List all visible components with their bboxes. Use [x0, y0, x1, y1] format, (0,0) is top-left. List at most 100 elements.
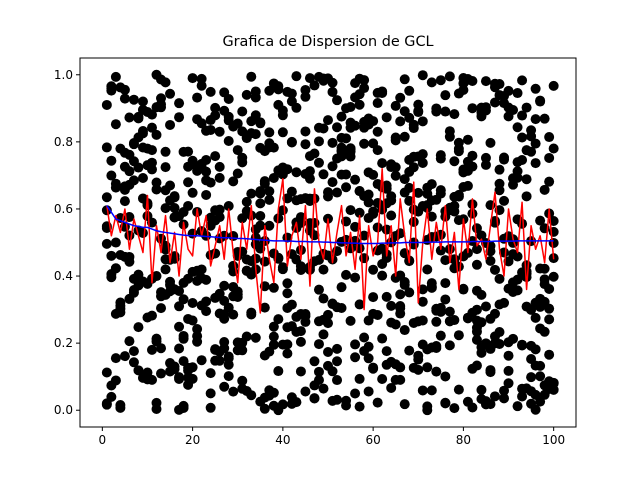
data-point — [187, 228, 198, 239]
y-tick-label: 0.2 — [54, 336, 73, 350]
x-tick-label: 60 — [365, 433, 380, 447]
data-point — [417, 284, 428, 295]
data-point — [413, 105, 424, 116]
data-point — [404, 195, 415, 206]
data-point — [512, 285, 523, 296]
data-point — [237, 106, 248, 117]
data-point — [137, 128, 148, 139]
data-point — [183, 177, 194, 188]
data-point — [101, 99, 112, 110]
data-point — [210, 102, 221, 113]
x-tick-label: 100 — [542, 433, 565, 447]
data-point — [413, 187, 424, 198]
data-point — [124, 336, 135, 347]
data-point — [480, 76, 491, 87]
data-point — [426, 385, 437, 396]
data-point — [471, 334, 482, 345]
data-point — [381, 253, 392, 264]
data-point — [156, 93, 167, 104]
data-point — [426, 179, 437, 190]
data-point — [467, 75, 478, 86]
data-point — [395, 116, 406, 127]
data-point — [467, 150, 478, 161]
data-point — [232, 291, 243, 302]
data-point — [363, 386, 374, 397]
data-point — [106, 155, 117, 166]
data-point — [399, 131, 410, 142]
data-point — [101, 192, 112, 203]
data-point — [431, 103, 442, 114]
data-point — [106, 85, 117, 96]
data-point — [124, 112, 135, 123]
data-point — [453, 261, 464, 272]
data-point — [526, 131, 537, 142]
data-point — [210, 110, 221, 121]
data-point — [137, 96, 148, 107]
data-point — [512, 251, 523, 262]
data-point — [146, 374, 157, 385]
data-point — [128, 175, 139, 186]
data-point — [350, 352, 361, 363]
data-point — [323, 318, 333, 329]
data-point — [205, 368, 216, 379]
data-point — [228, 260, 239, 271]
data-point — [304, 173, 315, 184]
x-tick-label: 0 — [99, 433, 107, 447]
data-point — [467, 103, 478, 114]
data-point — [390, 170, 401, 181]
data-point — [404, 85, 415, 96]
data-point — [268, 339, 279, 350]
data-point — [535, 360, 546, 371]
data-point — [156, 102, 167, 113]
data-point — [489, 97, 500, 108]
data-point — [381, 291, 392, 302]
data-point — [110, 178, 121, 189]
y-tick-label: 0.4 — [54, 269, 73, 283]
data-point — [444, 126, 455, 137]
data-point — [381, 224, 392, 235]
data-point — [146, 310, 157, 321]
data-point — [458, 283, 469, 294]
data-point — [323, 187, 333, 198]
data-point — [196, 355, 207, 366]
y-tick-label: 1.0 — [54, 68, 73, 82]
data-point — [489, 308, 500, 319]
data-point — [345, 102, 356, 112]
data-point — [368, 206, 379, 217]
data-point — [174, 112, 185, 123]
data-point — [268, 321, 279, 332]
data-point — [255, 198, 266, 209]
data-point — [471, 244, 482, 255]
data-point — [146, 109, 157, 120]
data-point — [273, 314, 284, 325]
data-point — [106, 391, 117, 402]
data-point — [359, 75, 370, 86]
data-point — [223, 371, 234, 382]
data-point — [449, 156, 460, 167]
data-point — [178, 294, 189, 305]
data-point — [512, 274, 523, 285]
data-point — [304, 73, 315, 84]
data-point — [530, 404, 541, 415]
data-point — [259, 178, 270, 189]
data-point — [372, 222, 383, 233]
data-point — [395, 374, 406, 385]
data-point — [137, 228, 148, 239]
data-point — [444, 306, 455, 317]
data-point — [354, 99, 365, 110]
data-point — [372, 98, 383, 109]
data-point — [255, 210, 266, 221]
data-point — [151, 129, 162, 140]
data-point — [295, 245, 306, 256]
data-point — [368, 362, 379, 373]
data-point — [259, 256, 270, 267]
data-point — [440, 397, 451, 408]
data-point — [295, 326, 306, 337]
data-point — [300, 309, 311, 320]
data-point — [282, 348, 293, 359]
data-point — [390, 132, 401, 143]
data-point — [313, 284, 324, 295]
data-point — [160, 264, 171, 275]
data-point — [219, 280, 230, 291]
data-point — [187, 315, 198, 326]
